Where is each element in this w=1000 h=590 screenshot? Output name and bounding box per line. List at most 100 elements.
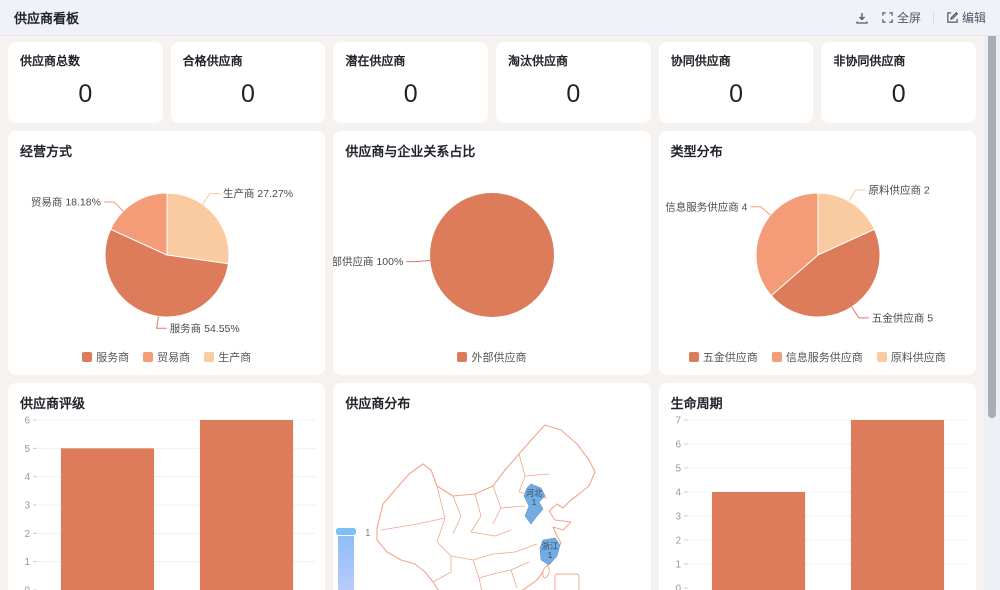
legend-item[interactable]: 贸易商: [143, 349, 190, 365]
svg-text:1: 1: [365, 528, 371, 539]
chart-legend[interactable]: 服务商 贸易商 生产商: [8, 349, 325, 365]
svg-text:浙江: 浙江: [542, 541, 560, 551]
legend-label: 生产商: [218, 352, 252, 364]
legend-swatch: [204, 352, 215, 362]
legend-item[interactable]: 外部供应商: [457, 349, 526, 365]
legend-item[interactable]: 五金供应商: [688, 349, 758, 365]
legend-swatch: [771, 352, 782, 362]
pie-chart-type-distribution[interactable]: 原料供应商 2 五金供应商 5 信息服务供应商 4: [659, 160, 976, 345]
svg-text:3: 3: [24, 501, 30, 512]
legend-item[interactable]: 原料供应商: [876, 349, 946, 365]
legend-label: 信息服务供应商: [785, 352, 863, 364]
stat-card-eliminated-suppliers[interactable]: 淘汰供应商 0: [496, 42, 651, 123]
svg-text:3: 3: [675, 512, 681, 523]
legend-swatch: [143, 352, 154, 362]
bar-chart-supplier-rating[interactable]: 6 5 4 3 2 1 0: [8, 412, 325, 590]
stat-card-collaborative-suppliers[interactable]: 协同供应商 0: [658, 42, 814, 123]
stat-label: 淘汰供应商: [508, 54, 569, 68]
dashboard-canvas: 供应商总数 0 合格供应商 0 潜在供应商 0 淘汰供应商 0 协同供应商 0 …: [0, 36, 984, 590]
legend-swatch: [876, 352, 887, 362]
legend-item[interactable]: 信息服务供应商: [771, 349, 863, 365]
stat-cards-row: 供应商总数 0 合格供应商 0 潜在供应商 0 淘汰供应商 0 协同供应商 0 …: [8, 42, 977, 123]
svg-text:2: 2: [675, 536, 681, 547]
stat-card-potential-suppliers[interactable]: 潜在供应商 0: [333, 42, 489, 123]
chart-title: 供应商评级: [20, 396, 86, 411]
svg-text:1: 1: [548, 550, 553, 560]
svg-text:4: 4: [675, 488, 681, 499]
pie-chart-business-mode[interactable]: 生产商 27.27% 服务商 54.55% 贸易商 18.18%: [8, 160, 325, 345]
legend-swatch: [82, 352, 93, 362]
svg-text:0: 0: [675, 584, 681, 590]
svg-text:贸易商 18.18%: 贸易商 18.18%: [31, 195, 101, 208]
legend-label: 服务商: [96, 352, 130, 364]
legend-label: 五金供应商: [702, 352, 758, 364]
pie-charts-row: 经营方式 生产商 27.27% 服务商 54.55% 贸易商 18.18% 服务商 贸…: [8, 131, 976, 375]
stat-value: 0: [78, 80, 93, 108]
fullscreen-button[interactable]: 全屏: [881, 9, 921, 26]
fullscreen-label: 全屏: [896, 11, 921, 25]
stat-card-non-collaborative-suppliers[interactable]: 非协同供应商 0: [821, 42, 977, 123]
svg-text:生产商 27.27%: 生产商 27.27%: [223, 187, 293, 200]
page-title: 供应商看板: [14, 11, 80, 26]
edit-label: 编辑: [961, 11, 986, 25]
svg-text:五金供应商 5: 五金供应商 5: [872, 311, 933, 324]
svg-text:1: 1: [532, 497, 537, 507]
chart-card-relation[interactable]: 供应商与企业关系占比 外部供应商 100% 外部供应商: [333, 131, 651, 375]
svg-text:信息服务供应商 4: 信息服务供应商 4: [665, 200, 747, 213]
svg-text:1: 1: [24, 557, 30, 568]
chart-card-type-distribution[interactable]: 类型分布 原料供应商 2 五金供应商 5 信息服务供应商 4 五金供应商 信息服务供应…: [658, 131, 976, 375]
chart-title: 生命周期: [670, 396, 723, 411]
stat-label: 供应商总数: [20, 54, 81, 68]
stat-value: 0: [566, 80, 581, 108]
svg-text:外部供应商 100%: 外部供应商 100%: [333, 255, 403, 268]
svg-text:2: 2: [24, 529, 30, 540]
svg-text:河北: 河北: [526, 488, 544, 498]
chart-card-supplier-rating[interactable]: 供应商评级 6 5 4 3 2 1 0: [8, 383, 326, 590]
bar-chart-lifecycle[interactable]: 7 6 5 4 3 2 1 0: [659, 412, 976, 590]
chart-card-supplier-distribution[interactable]: 供应商分布 河北 1 浙江 1 1: [333, 383, 651, 590]
svg-text:0: 0: [24, 586, 30, 590]
svg-text:6: 6: [675, 440, 681, 451]
china-map-chart[interactable]: 河北 1 浙江 1 1: [333, 412, 650, 590]
fullscreen-icon: [881, 11, 894, 24]
chart-legend[interactable]: 外部供应商: [333, 349, 650, 365]
stat-label: 协同供应商: [670, 54, 731, 68]
chart-title: 供应商与企业关系占比: [345, 144, 476, 159]
chart-legend[interactable]: 五金供应商 信息服务供应商 原料供应商: [659, 349, 976, 365]
edit-button[interactable]: 编辑: [946, 9, 986, 26]
stat-label: 潜在供应商: [345, 54, 406, 68]
legend-label: 贸易商: [157, 352, 191, 364]
stat-label: 合格供应商: [182, 54, 243, 68]
svg-text:5: 5: [24, 444, 30, 455]
legend-item[interactable]: 生产商: [204, 349, 251, 365]
dashboard-header: 供应商看板 全屏 编辑: [0, 0, 1000, 36]
chart-title: 类型分布: [670, 144, 723, 159]
chart-card-business-mode[interactable]: 经营方式 生产商 27.27% 服务商 54.55% 贸易商 18.18% 服务商 贸…: [8, 131, 326, 375]
pie-chart-relation[interactable]: 外部供应商 100%: [333, 160, 650, 345]
download-icon: [855, 11, 869, 25]
svg-text:4: 4: [24, 472, 30, 483]
legend-swatch: [457, 352, 468, 362]
chart-card-lifecycle[interactable]: 生命周期 7 6 5 4 3 2 1 0: [658, 383, 976, 590]
legend-item[interactable]: 服务商: [82, 349, 129, 365]
svg-text:原料供应商 2: 原料供应商 2: [868, 184, 929, 197]
stat-card-qualified-suppliers[interactable]: 合格供应商 0: [170, 42, 326, 123]
stat-value: 0: [891, 80, 906, 108]
svg-text:7: 7: [675, 416, 681, 427]
legend-label: 外部供应商: [471, 352, 527, 364]
chart-title: 经营方式: [20, 144, 73, 159]
svg-text:服务商 54.55%: 服务商 54.55%: [170, 322, 240, 335]
scrollbar-thumb[interactable]: [988, 6, 996, 418]
stat-card-total-suppliers[interactable]: 供应商总数 0: [8, 42, 163, 123]
stat-value: 0: [729, 80, 743, 108]
header-divider: [932, 10, 934, 25]
stat-label: 非协同供应商: [833, 54, 906, 68]
stat-value: 0: [241, 80, 255, 108]
edit-icon: [946, 11, 959, 24]
download-button[interactable]: [855, 11, 869, 25]
chart-title: 供应商分布: [345, 396, 411, 411]
svg-text:6: 6: [24, 416, 30, 427]
legend-swatch: [688, 352, 699, 362]
svg-text:1: 1: [675, 560, 681, 571]
